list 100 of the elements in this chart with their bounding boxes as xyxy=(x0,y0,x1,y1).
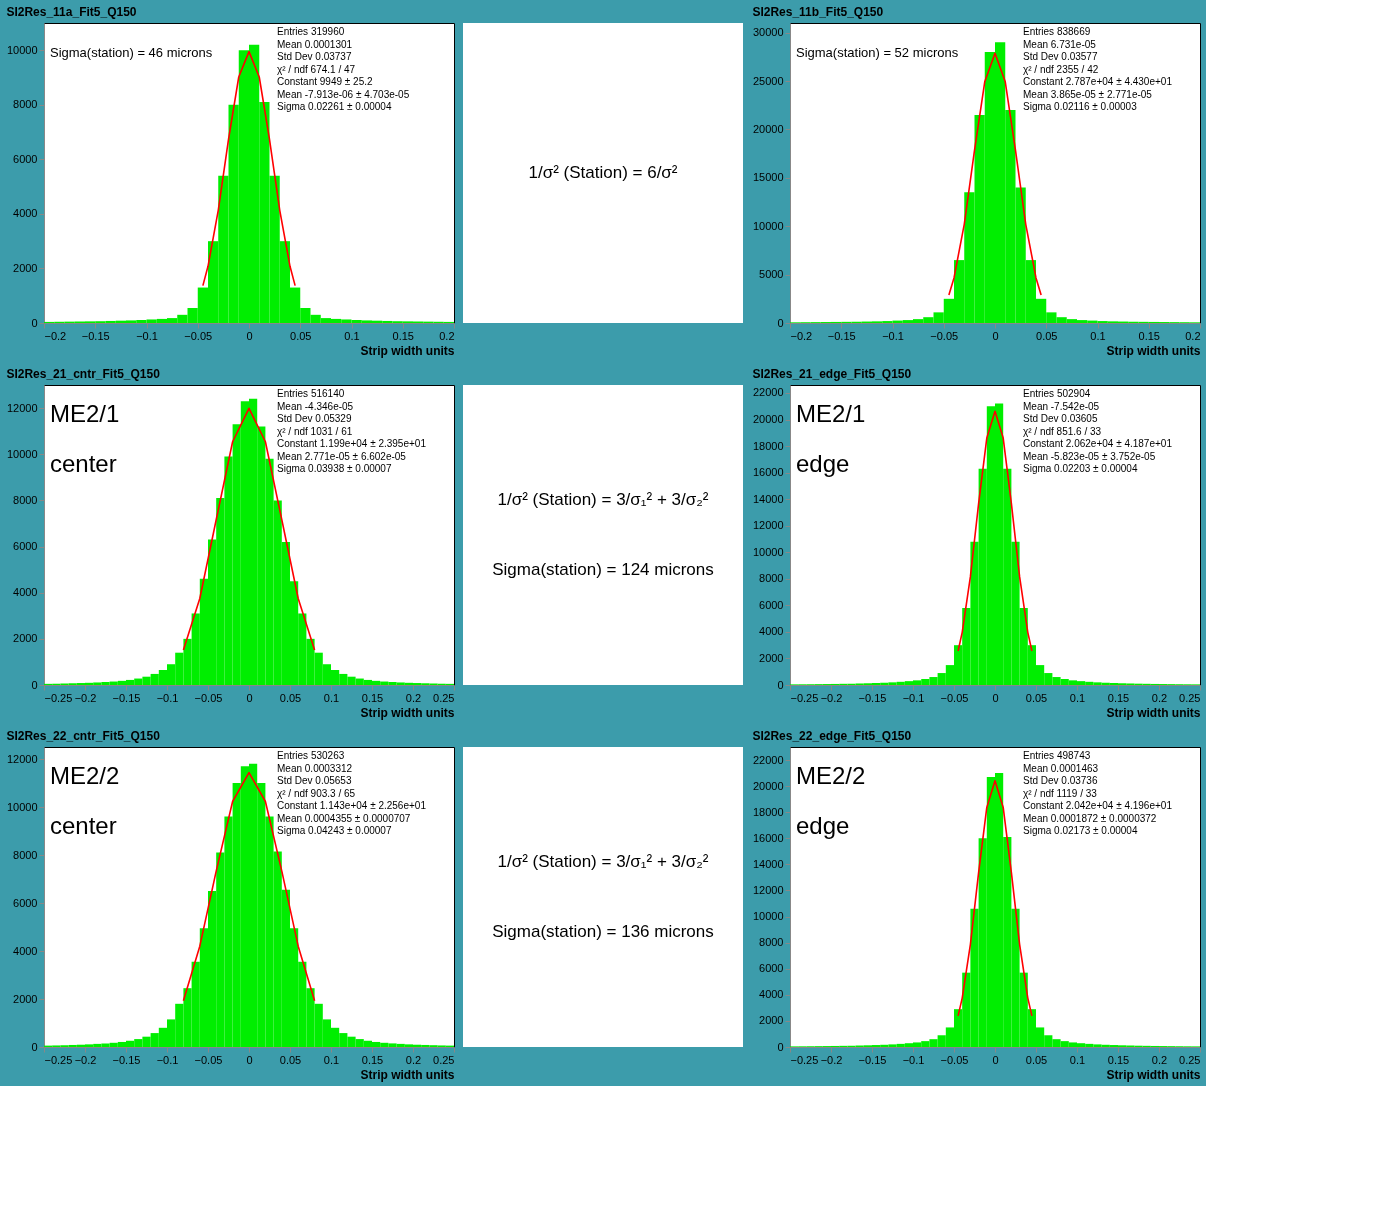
annotation: Sigma 0.04243 ± 0.00007 xyxy=(277,825,392,836)
chart-title: SI2Res_11a_Fit5_Q150 xyxy=(6,5,137,19)
x-tick-label: −0.15 xyxy=(81,329,110,342)
y-tick-label: 0 xyxy=(777,1040,784,1053)
annotation: Mean -4.346e-05 xyxy=(277,400,354,412)
x-tick-label: 0.1 xyxy=(323,1053,340,1066)
annotation: Constant 2.042e+04 ± 4.196e+01 xyxy=(1023,800,1173,811)
x-tick-label: 0.15 xyxy=(1107,691,1130,704)
x-tick-label: 0.2 xyxy=(405,691,422,704)
y-tick-label: 4000 xyxy=(13,207,38,220)
y-tick-label: 6000 xyxy=(759,598,784,611)
annotation: ME2/2 xyxy=(796,762,866,789)
x-tick-label: 0 xyxy=(246,691,253,704)
x-tick-label: 0.05 xyxy=(1025,691,1048,704)
annotation: center xyxy=(50,812,117,839)
y-tick-label: 16000 xyxy=(752,466,784,479)
x-tick-label: 0.05 xyxy=(279,1053,302,1066)
x-axis-title: Strip width units xyxy=(1106,705,1201,720)
annotation: χ² / ndf 674.1 / 47 xyxy=(277,63,356,75)
text: 1/σ² (Station) = 3/σ₁² + 3/σ₂² xyxy=(497,490,709,509)
y-tick-label: 4000 xyxy=(759,988,784,1001)
annotation: edge xyxy=(796,450,850,477)
annotation: Mean 0.0001463 xyxy=(1023,762,1099,774)
y-tick-label: 8000 xyxy=(759,572,784,585)
x-tick-label: 0.15 xyxy=(361,1053,384,1066)
y-tick-label: 8000 xyxy=(759,936,784,949)
annotation: Std Dev 0.03577 xyxy=(1023,51,1098,62)
x-tick-label: 0 xyxy=(246,1053,253,1066)
annotation: Entries 516140 xyxy=(277,388,345,399)
x-tick-label: −0.05 xyxy=(940,1053,969,1066)
x-tick-label: 0 xyxy=(992,1053,999,1066)
chart-title: SI2Res_11b_Fit5_Q150 xyxy=(752,5,884,19)
annotation: Sigma 0.03938 ± 0.00007 xyxy=(277,463,392,474)
annotation: Constant 1.199e+04 ± 2.395e+01 xyxy=(277,438,427,449)
y-tick-label: 0 xyxy=(777,316,784,329)
chart-title: SI2Res_21_cntr_Fit5_Q150 xyxy=(6,367,161,381)
x-tick-label: 0.25 xyxy=(433,1053,455,1066)
y-tick-label: 4000 xyxy=(13,944,38,957)
annotation: Mean -7.542e-05 xyxy=(1023,400,1100,412)
x-tick-label: 0.05 xyxy=(290,329,312,342)
x-tick-label: −0.15 xyxy=(112,1053,141,1066)
x-axis-title: Strip width units xyxy=(360,343,455,358)
y-tick-label: 2000 xyxy=(13,261,38,274)
x-tick-label: −0.2 xyxy=(790,329,813,342)
x-tick-label: −0.05 xyxy=(194,1053,223,1066)
x-tick-label: 0.1 xyxy=(323,691,340,704)
annotation: Std Dev 0.03605 xyxy=(1023,413,1098,424)
x-tick-label: −0.25 xyxy=(790,1053,819,1066)
y-tick-label: 6000 xyxy=(13,896,38,909)
annotation: Constant 9949 ± 25.2 xyxy=(277,76,373,87)
x-tick-label: 0.15 xyxy=(1138,329,1160,342)
annotation: Mean -5.823e-05 ± 3.752e-05 xyxy=(1023,450,1156,462)
x-tick-label: −0.2 xyxy=(74,691,97,704)
y-tick-label: 16000 xyxy=(752,831,784,844)
y-tick-label: 2000 xyxy=(759,651,784,664)
x-tick-label: 0.15 xyxy=(392,329,414,342)
y-tick-label: 20000 xyxy=(752,779,784,792)
annotation: Entries 502904 xyxy=(1023,388,1091,399)
x-tick-label: 0.15 xyxy=(361,691,384,704)
y-tick-label: 12000 xyxy=(6,401,38,414)
annotation: Constant 2.062e+04 ± 4.187e+01 xyxy=(1023,438,1173,449)
y-tick-label: 5000 xyxy=(759,268,784,281)
x-tick-label: −0.15 xyxy=(858,691,887,704)
y-tick-label: 10000 xyxy=(6,800,38,813)
annotation: χ² / ndf 903.3 / 65 xyxy=(277,787,356,799)
x-tick-label: 0.2 xyxy=(1151,1053,1168,1066)
annotation: Sigma 0.02116 ± 0.00003 xyxy=(1023,101,1138,112)
y-tick-label: 0 xyxy=(777,678,784,691)
chart-title: SI2Res_22_edge_Fit5_Q150 xyxy=(752,729,912,743)
annotation: ME2/1 xyxy=(50,400,120,427)
y-tick-label: 8000 xyxy=(13,98,38,111)
x-tick-label: 0.25 xyxy=(1179,691,1201,704)
annotation: Entries 319960 xyxy=(277,26,345,37)
text: 1/σ² (Station) = 3/σ₁² + 3/σ₂² xyxy=(497,852,709,871)
y-tick-label: 6000 xyxy=(13,540,38,553)
annotation: Sigma 0.02173 ± 0.00004 xyxy=(1023,825,1138,836)
annotation: Entries 838669 xyxy=(1023,26,1091,37)
annotation: χ² / ndf 2355 / 42 xyxy=(1023,63,1099,75)
annotation: Mean 0.0001872 ± 0.0000372 xyxy=(1023,812,1157,824)
y-tick-label: 2000 xyxy=(13,992,38,1005)
y-tick-label: 15000 xyxy=(752,171,784,184)
x-tick-label: −0.1 xyxy=(156,1053,179,1066)
x-tick-label: −0.2 xyxy=(820,691,843,704)
y-tick-label: 25000 xyxy=(752,74,784,87)
x-tick-label: −0.2 xyxy=(44,329,67,342)
y-tick-label: 14000 xyxy=(752,492,784,505)
x-tick-label: 0.05 xyxy=(279,691,302,704)
x-tick-label: 0.1 xyxy=(1090,329,1106,342)
annotation: edge xyxy=(796,812,850,839)
x-axis-title: Strip width units xyxy=(1106,343,1201,358)
x-tick-label: −0.15 xyxy=(112,691,141,704)
x-tick-label: −0.25 xyxy=(44,691,73,704)
y-tick-label: 12000 xyxy=(752,883,784,896)
y-tick-label: 2000 xyxy=(759,1014,784,1027)
x-tick-label: −0.25 xyxy=(44,1053,73,1066)
x-tick-label: −0.05 xyxy=(940,691,969,704)
x-tick-label: −0.25 xyxy=(790,691,819,704)
x-tick-label: 0 xyxy=(246,329,253,342)
y-tick-label: 0 xyxy=(31,1040,38,1053)
annotation: Std Dev 0.03737 xyxy=(277,51,352,62)
